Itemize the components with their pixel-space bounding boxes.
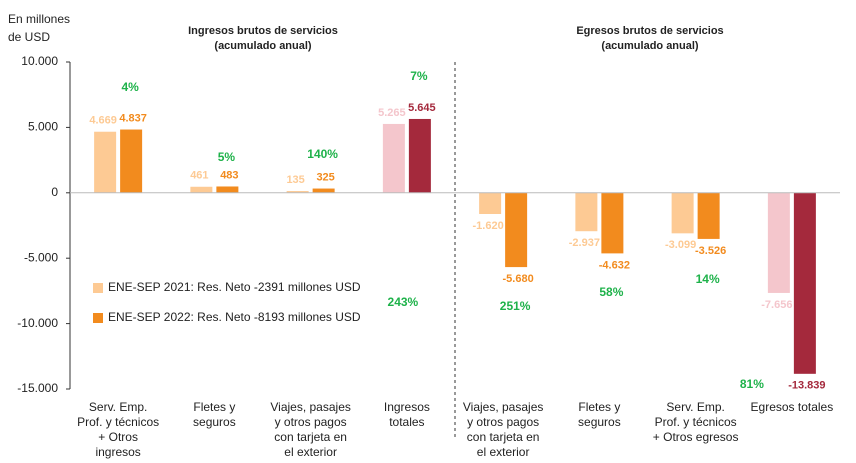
net-growth-label: 243% — [388, 295, 419, 309]
bar — [120, 129, 143, 193]
value-label: 483 — [220, 169, 238, 181]
value-label: 325 — [316, 171, 334, 183]
value-label: 135 — [286, 174, 304, 186]
value-label: -1.620 — [473, 220, 504, 232]
x-tick-label: Viajes, pasajes y otros pagos con tarjeta … — [270, 400, 351, 459]
legend-swatch — [93, 313, 103, 323]
bar — [190, 186, 213, 193]
value-label: -3.099 — [665, 239, 696, 251]
legend-label: ENE-SEP 2021: Res. Neto -2391 millones U… — [108, 280, 361, 294]
x-tick-label: Serv. Emp. Prof. y técnicos + Otros egreso… — [653, 400, 739, 444]
growth-label: 5% — [218, 150, 236, 164]
growth-label: 4% — [121, 80, 139, 94]
value-label: 461 — [190, 170, 208, 182]
y-tick-label: 5.000 — [28, 120, 58, 134]
y-tick-label: -5.000 — [24, 250, 58, 264]
bar — [312, 188, 335, 193]
group-title: Ingresos brutos de servicios (acumulado a… — [188, 25, 338, 52]
growth-label: 251% — [500, 299, 531, 313]
value-label: 5.645 — [408, 102, 436, 114]
legend-swatch — [93, 283, 103, 293]
bar — [94, 131, 117, 193]
group-title: Egresos brutos de servicios (acumulado an… — [576, 25, 723, 52]
bar — [408, 118, 431, 193]
x-tick-label: Fletes y seguros — [578, 400, 621, 429]
growth-label: 58% — [599, 285, 623, 299]
growth-label: 81% — [740, 377, 764, 391]
value-label: -13.839 — [788, 380, 825, 392]
x-tick-label: Ingresos totales — [384, 400, 430, 429]
bar — [575, 192, 598, 232]
y-tick-label: -10.000 — [17, 316, 58, 330]
value-label: 4.837 — [119, 112, 147, 124]
value-label: -2.937 — [569, 237, 600, 249]
x-tick-label: Fletes y seguros — [193, 400, 236, 429]
growth-label: 14% — [696, 272, 720, 286]
x-tick-label: Egresos totales — [751, 400, 834, 414]
value-label: 5.265 — [378, 107, 406, 119]
y-tick-label: -15.000 — [17, 381, 58, 395]
legend-label: ENE-SEP 2022: Res. Neto -8193 millones U… — [108, 310, 361, 324]
value-label: -4.632 — [599, 259, 630, 271]
value-label: -7.656 — [761, 299, 792, 311]
bar — [479, 192, 502, 214]
y-axis-label: En millones de USD — [8, 12, 70, 44]
value-label: 4.669 — [89, 115, 117, 127]
bar — [671, 192, 694, 234]
bar — [286, 191, 309, 193]
value-label: -3.526 — [695, 245, 726, 257]
growth-label: 140% — [307, 147, 338, 161]
bar — [505, 192, 528, 268]
bar — [697, 192, 720, 239]
bar — [216, 186, 239, 193]
bar — [382, 123, 405, 193]
y-tick-label: 10.000 — [21, 54, 58, 68]
bar — [601, 192, 624, 254]
x-tick-label: Viajes, pasajes y otros pagos con tarjeta … — [463, 400, 544, 459]
x-tick-label: Serv. Emp. Prof. y técnicos + Otros ingreso… — [77, 400, 159, 459]
bar — [767, 192, 790, 293]
y-tick-label: 0 — [51, 185, 58, 199]
growth-label: 7% — [410, 69, 428, 83]
value-label: -5.680 — [503, 273, 534, 285]
bar — [793, 192, 816, 374]
